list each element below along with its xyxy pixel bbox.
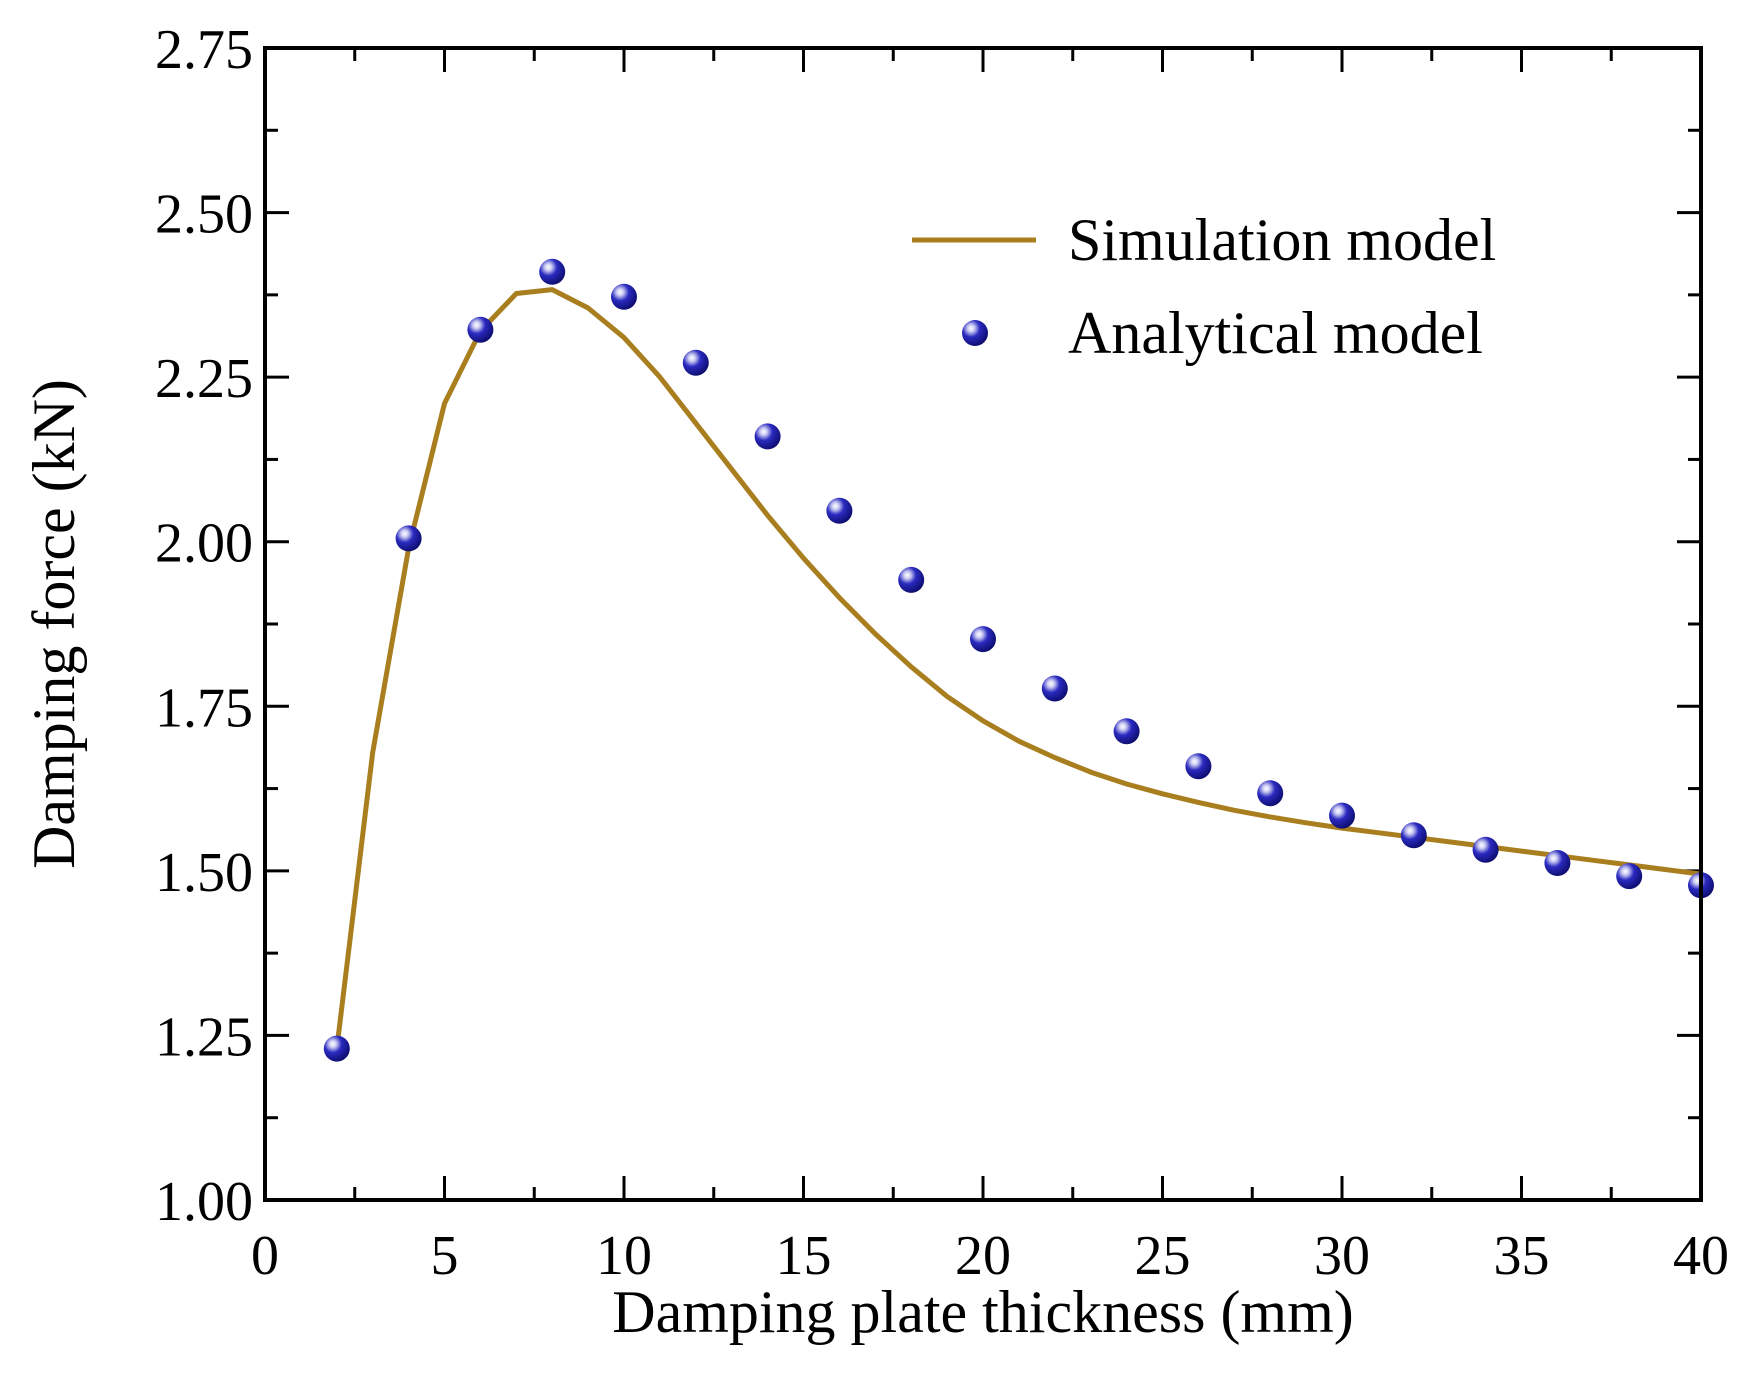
plot-frame — [263, 46, 1703, 1202]
legend: Simulation model Analytical model — [912, 207, 1496, 366]
analytical-point — [1185, 753, 1212, 780]
analytical-point — [611, 283, 637, 310]
y-tick-label: 2.25 — [155, 348, 253, 410]
analytical-point — [1041, 675, 1068, 702]
analytical-point — [970, 626, 996, 653]
y-tick-label: 1.50 — [155, 842, 253, 904]
legend-label-simulation: Simulation model — [1068, 207, 1496, 273]
analytical-point — [682, 349, 709, 376]
y-tick-label: 2.50 — [155, 184, 253, 246]
x-tick-label: 25 — [1135, 1225, 1191, 1287]
y-tick-label: 1.25 — [155, 1006, 253, 1068]
analytical-point — [467, 316, 494, 343]
analytical-series — [323, 258, 1714, 1062]
analytical-point — [898, 566, 925, 593]
analytical-point — [1616, 863, 1643, 890]
x-tick-label: 35 — [1494, 1225, 1550, 1287]
x-tick-label: 15 — [776, 1225, 832, 1287]
y-axis-title: Damping force (kN) — [21, 379, 87, 869]
legend-marker-swatch — [962, 320, 988, 346]
analytical-point — [826, 497, 853, 524]
analytical-point — [1257, 780, 1284, 807]
analytical-point — [323, 1035, 350, 1062]
analytical-point — [754, 423, 781, 450]
legend-label-analytical: Analytical model — [1068, 300, 1483, 366]
x-tick-label: 10 — [596, 1225, 652, 1287]
y-tick-label: 1.00 — [155, 1171, 253, 1233]
x-tick-label: 40 — [1673, 1225, 1729, 1287]
x-axis-title: Damping plate thickness (mm) — [612, 1279, 1354, 1345]
x-tick-label: 0 — [251, 1225, 279, 1287]
y-tick-label: 2.75 — [155, 19, 253, 81]
analytical-point — [1113, 718, 1140, 745]
x-tick-label: 5 — [431, 1225, 459, 1287]
x-tick-label: 20 — [955, 1225, 1011, 1287]
analytical-point — [1472, 836, 1499, 863]
analytical-point — [539, 258, 566, 285]
analytical-point — [1329, 802, 1355, 829]
y-tick-label: 2.00 — [155, 513, 253, 575]
analytical-point — [1400, 822, 1427, 849]
x-tick-label: 30 — [1314, 1225, 1370, 1287]
analytical-point — [395, 525, 422, 552]
y-tick-label: 1.75 — [155, 677, 253, 739]
axis-tick-labels: 0 5 10 15 20 25 30 35 40 1.00 1.25 1.50 1.75 2.00 2.25… — [155, 19, 1729, 1287]
analytical-point — [1544, 850, 1571, 876]
